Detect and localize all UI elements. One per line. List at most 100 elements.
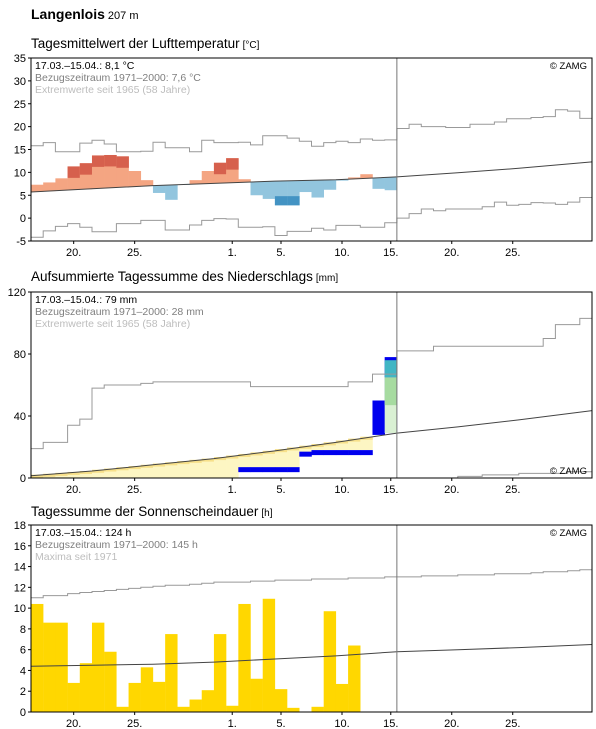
sunshine-bar bbox=[31, 603, 44, 712]
summary-line-1: 17.03.–15.04.: 124 h bbox=[35, 527, 131, 539]
precipitation-deficit-area bbox=[348, 438, 361, 451]
y-tick-label: 14 bbox=[14, 562, 26, 574]
precipitation-deficit-edge bbox=[189, 459, 203, 463]
precipitation-deficit-area bbox=[311, 444, 324, 451]
sunshine-bar bbox=[323, 611, 337, 712]
sunshine-bar bbox=[91, 622, 105, 712]
sunshine-bar bbox=[335, 683, 349, 712]
temperature-bar bbox=[323, 179, 337, 190]
precipitation-step bbox=[238, 467, 251, 473]
precipitation-deficit-edge bbox=[335, 440, 349, 444]
temperature-bar bbox=[140, 180, 154, 186]
x-tick-label: 15. bbox=[383, 718, 398, 729]
sunshine-bar bbox=[128, 682, 141, 712]
precipitation-step bbox=[335, 450, 349, 456]
x-tick-label: 20. bbox=[66, 484, 81, 496]
y-tick-label: 10 bbox=[14, 603, 26, 615]
temperature-bar bbox=[335, 179, 349, 181]
y-tick-label: 80 bbox=[14, 349, 26, 361]
y-tick-label: 25 bbox=[14, 99, 26, 111]
precipitation-deficit-area bbox=[226, 455, 239, 478]
precipitation-deficit-area bbox=[335, 440, 349, 451]
precipitation-deficit-edge bbox=[43, 473, 56, 477]
precipitation-deficit-edge bbox=[287, 447, 300, 451]
sunshine-bar bbox=[116, 706, 129, 712]
x-tick-label: 10. bbox=[334, 718, 349, 729]
x-tick-label: 20. bbox=[66, 718, 81, 729]
precipitation-deficit-edge bbox=[165, 462, 178, 466]
temperature-bar bbox=[250, 181, 264, 196]
precipitation-deficit-edge bbox=[238, 453, 251, 457]
precipitation-deficit-area bbox=[323, 442, 337, 451]
x-tick-label: 25. bbox=[127, 247, 142, 259]
norm-line bbox=[30, 410, 593, 477]
precipitation-deficit-area bbox=[213, 457, 227, 478]
precipitation-deficit-area bbox=[79, 471, 93, 478]
precipitation-deficit-edge bbox=[250, 452, 264, 456]
precipitation-panel-title: Aufsummierte Tagessumme des Niederschlag… bbox=[31, 269, 338, 284]
sunshine-bar bbox=[274, 689, 288, 712]
precipitation-deficit-edge bbox=[274, 449, 288, 453]
y-tick-label: 8 bbox=[20, 624, 26, 636]
sunshine-bar bbox=[287, 707, 300, 712]
temperature-bar bbox=[55, 178, 68, 191]
sunshine-bar bbox=[165, 634, 178, 712]
precipitation-deficit-area bbox=[201, 458, 215, 478]
sunshine-bar bbox=[43, 622, 56, 712]
precipitation-deficit-edge bbox=[128, 466, 142, 470]
temperature-bar-extreme bbox=[213, 162, 227, 175]
extreme-max-line bbox=[31, 317, 592, 450]
x-tick-label: 5. bbox=[276, 247, 285, 259]
precipitation-step bbox=[299, 451, 312, 457]
precipitation-deficit-area bbox=[128, 466, 142, 478]
precipitation-deficit-area bbox=[360, 436, 373, 451]
y-tick-label: 12 bbox=[14, 582, 26, 594]
temperature-bar bbox=[165, 184, 178, 200]
norm-line bbox=[30, 161, 593, 193]
y-tick-label: 0 bbox=[20, 473, 26, 485]
precipitation-deficit-edge bbox=[31, 474, 44, 478]
temperature-bar bbox=[299, 180, 312, 193]
y-tick-label: 15 bbox=[14, 145, 26, 157]
precipitation-deficit-area bbox=[67, 471, 81, 478]
temperature-bar bbox=[128, 171, 142, 187]
temperature-bar bbox=[262, 181, 276, 199]
temperature-bar-extreme bbox=[67, 166, 81, 178]
precipitation-deficit-area bbox=[91, 469, 105, 478]
extreme-max-line bbox=[31, 109, 592, 153]
temperature-bar bbox=[152, 185, 166, 193]
plot-frame bbox=[30, 291, 593, 479]
precipitation-deficit-edge bbox=[262, 450, 276, 454]
x-tick-label: 5. bbox=[276, 718, 285, 729]
x-tick-label: 15. bbox=[383, 484, 398, 496]
precipitation-step bbox=[311, 450, 324, 456]
precipitation-deficit-edge bbox=[152, 463, 166, 467]
sunshine-bar bbox=[140, 667, 154, 712]
temperature-bar-extreme bbox=[104, 154, 117, 167]
x-tick-label: 25. bbox=[127, 484, 142, 496]
extreme-min-line bbox=[31, 197, 592, 238]
precipitation-deficit-area bbox=[177, 461, 190, 478]
sunshine-bar bbox=[79, 663, 93, 712]
x-tick-label: 25. bbox=[505, 718, 520, 729]
precipitation-deficit-edge bbox=[360, 436, 373, 440]
precipitation-deficit-edge bbox=[311, 444, 324, 448]
precipitation-step bbox=[287, 467, 300, 473]
extreme-max-line bbox=[31, 569, 592, 599]
precipitation-deficit-area bbox=[140, 464, 154, 478]
temperature-bar bbox=[31, 184, 44, 192]
precipitation-deficit-edge bbox=[226, 455, 239, 459]
temperature-bar bbox=[360, 174, 373, 179]
temperature-bar-extreme bbox=[226, 158, 239, 170]
precipitation-deficit-area bbox=[262, 450, 276, 468]
precipitation-step bbox=[348, 450, 361, 456]
summary-line-3: Extremwerte seit 1965 (58 Jahre) bbox=[35, 318, 190, 330]
y-tick-label: -5 bbox=[16, 236, 26, 248]
precipitation-deficit-edge bbox=[104, 468, 117, 472]
y-tick-label: 20 bbox=[14, 122, 26, 134]
precipitation-deficit-edge bbox=[201, 458, 215, 462]
plot-area bbox=[31, 58, 592, 241]
summary-line-2: Bezugszeitraum 1971–2000: 145 h bbox=[35, 539, 198, 551]
temperature-bar bbox=[384, 177, 398, 191]
sunshine-bar bbox=[213, 634, 227, 712]
